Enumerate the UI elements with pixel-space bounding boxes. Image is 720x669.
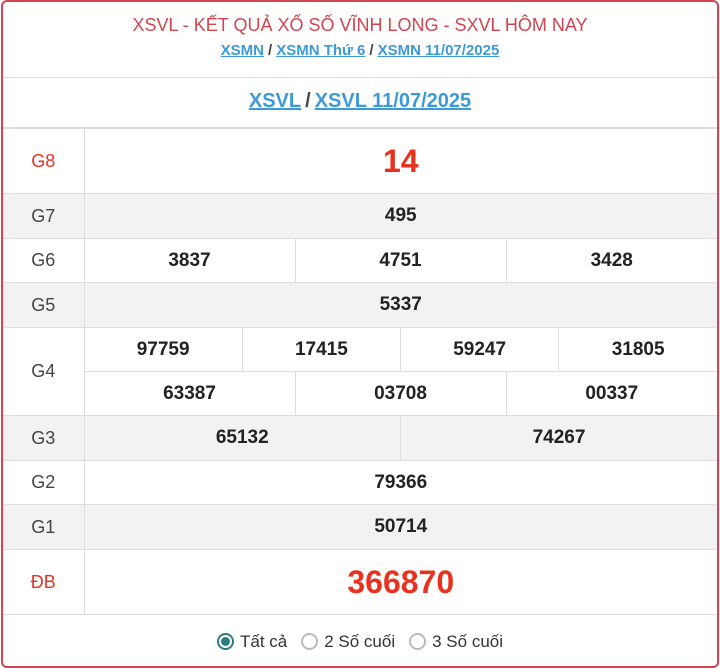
filter-label: 2 Số cuối <box>324 631 396 651</box>
row-g2: G2 79366 <box>3 460 717 505</box>
prize-value: 5337 <box>83 282 717 328</box>
prize-label: G5 <box>3 282 85 328</box>
sub-breadcrumb: XSVL / XSVL 11/07/2025 <box>3 78 717 128</box>
radio-icon[interactable] <box>301 633 319 650</box>
prize-value: 59247 <box>399 327 560 372</box>
separator: / <box>305 90 311 112</box>
link-xsmn[interactable]: XSMN <box>220 42 265 59</box>
prize-value: 74267 <box>400 415 717 461</box>
digit-filter: Tất cả 2 Số cuối 3 Số cuối <box>3 615 717 666</box>
prize-label: G2 <box>3 460 85 505</box>
prize-value: 14 <box>83 128 717 194</box>
prize-value: 366870 <box>83 549 717 615</box>
row-g7: G7 495 <box>3 193 717 239</box>
prize-value: 00337 <box>505 371 717 416</box>
row-g5: G5 5337 <box>3 282 717 328</box>
filter-last-3[interactable]: 3 Số cuối <box>409 632 503 652</box>
radio-checked-icon[interactable] <box>216 633 234 650</box>
prize-label: G1 <box>3 504 85 550</box>
link-xsmn-thu6[interactable]: XSMN Thứ 6 <box>276 42 366 59</box>
prize-value: 17415 <box>241 327 402 372</box>
prize-value: 31805 <box>558 327 717 372</box>
link-xsvl-date[interactable]: XSVL 11/07/2025 <box>314 90 472 112</box>
prize-value: 03708 <box>294 371 507 416</box>
prize-value: 79366 <box>83 460 717 505</box>
link-xsmn-date[interactable]: XSMN 11/07/2025 <box>377 42 500 59</box>
prize-label: G3 <box>3 415 85 461</box>
separator: / <box>268 42 273 59</box>
results-table: G8 14 G7 495 G6 3837 4751 3428 G5 5337 G4 97759… <box>3 128 717 615</box>
prize-label: G6 <box>3 238 85 283</box>
prize-value: 3428 <box>505 238 717 283</box>
radio-icon[interactable] <box>409 633 427 650</box>
prize-value: 50714 <box>83 504 717 550</box>
breadcrumb: XSMN / XSMN Thứ 6/XSMN 11/07/2025 <box>3 42 717 59</box>
separator: / <box>369 42 374 59</box>
page-title: XSVL - KẾT QUẢ XỔ SỐ VĨNH LONG - SXVL HÔ… <box>132 15 588 35</box>
row-db: ĐB 366870 <box>3 549 717 615</box>
row-g4b: 63387 03708 00337 <box>3 371 717 416</box>
prize-value: 65132 <box>83 415 401 461</box>
prize-label: G7 <box>3 193 85 239</box>
prize-value: 63387 <box>83 371 296 416</box>
prize-label: G8 <box>3 128 85 194</box>
row-g8: G8 14 <box>3 128 717 194</box>
row-g3: G3 65132 74267 <box>3 415 717 461</box>
prize-value: 495 <box>83 193 717 239</box>
row-g4: G4 97759 17415 59247 31805 <box>3 327 717 416</box>
prize-value: 3837 <box>83 238 296 283</box>
header: XSVL - KẾT QUẢ XỔ SỐ VĨNH LONG - SXVL HÔ… <box>3 2 717 78</box>
filter-all[interactable]: Tất cả <box>216 631 288 652</box>
row-g6: G6 3837 4751 3428 <box>3 238 717 283</box>
prize-label: ĐB <box>3 549 85 615</box>
prize-value: 97759 <box>83 327 243 372</box>
prize-value: 4751 <box>294 238 507 283</box>
filter-label: Tất cả <box>239 631 288 651</box>
row-g1: G1 50714 <box>3 504 717 550</box>
filter-label: 3 Số cuối <box>432 631 504 651</box>
filter-last-2[interactable]: 2 Số cuối <box>301 632 395 652</box>
prize-label: G4 <box>3 327 85 416</box>
link-xsvl[interactable]: XSVL <box>248 90 302 112</box>
